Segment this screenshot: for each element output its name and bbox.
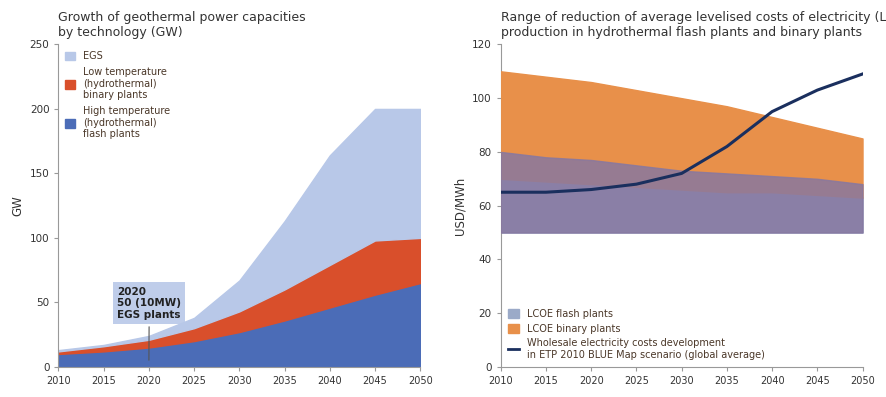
Text: Range of reduction of average levelised costs of electricity (LCOE)
production i: Range of reduction of average levelised … (501, 11, 886, 39)
Y-axis label: USD/MWh: USD/MWh (454, 177, 466, 235)
Legend: LCOE flash plants, LCOE binary plants, Wholesale electricity costs development
i: LCOE flash plants, LCOE binary plants, W… (506, 307, 766, 362)
Text: Growth of geothermal power capacities
by technology (GW): Growth of geothermal power capacities by… (58, 11, 306, 39)
Text: 2020
50 (10MW)
EGS plants: 2020 50 (10MW) EGS plants (117, 287, 182, 360)
Legend: EGS, Low temperature
(hydrothermal)
binary plants, High temperature
(hydrotherma: EGS, Low temperature (hydrothermal) bina… (63, 49, 172, 141)
Y-axis label: GW: GW (12, 195, 24, 216)
